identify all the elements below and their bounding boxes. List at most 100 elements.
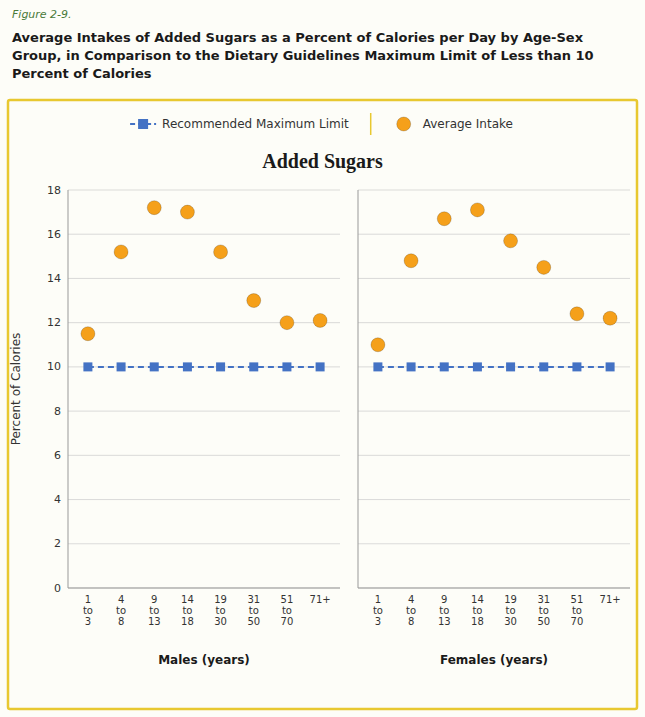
y-tick-label: 0 — [54, 582, 61, 595]
x-tick-label: 71+ — [310, 594, 331, 605]
x-axis-label: Females (years) — [440, 653, 548, 667]
limit-marker — [506, 362, 515, 371]
grid-line — [358, 455, 630, 456]
x-tick-label-line: 18 — [471, 616, 484, 627]
limit-marker — [373, 362, 382, 371]
x-tick-label-line: 70 — [281, 616, 294, 627]
grid-line — [68, 411, 340, 412]
intake-point — [81, 327, 95, 341]
panel: 024681012141618Percent of Calories1to34t… — [9, 184, 340, 668]
x-tick-label-line: 9 — [151, 594, 157, 605]
intake-point — [114, 245, 128, 259]
limit-marker — [606, 362, 615, 371]
intake-point — [537, 260, 551, 274]
y-axis-label: Percent of Calories — [9, 333, 23, 446]
x-tick-label: 71+ — [600, 594, 621, 605]
x-tick-label-line: 13 — [148, 616, 161, 627]
legend-item: Recommended Maximum Limit — [130, 117, 349, 131]
intake-point — [214, 245, 228, 259]
limit-marker — [83, 362, 92, 371]
x-axis-line — [68, 588, 340, 589]
x-tick-label-line: to — [282, 605, 292, 616]
x-tick-label: 31to50 — [247, 594, 260, 627]
x-tick-label-line: 1 — [85, 594, 91, 605]
x-tick-label-line: 18 — [181, 616, 194, 627]
x-tick-label-line: 50 — [247, 616, 260, 627]
y-tick-label: 18 — [47, 184, 61, 197]
title-line: Percent of Calories — [12, 66, 152, 81]
y-tick-label: 8 — [54, 405, 61, 418]
x-tick-label-line: to — [216, 605, 226, 616]
title-line: Group, in Comparison to the Dietary Guid… — [12, 48, 594, 63]
figure-label: Figure 2-9. — [12, 8, 72, 21]
intake-point — [437, 212, 451, 226]
x-tick-label-line: 4 — [408, 594, 414, 605]
y-tick-label: 12 — [47, 316, 61, 329]
x-tick-label-line: 71+ — [600, 594, 621, 605]
x-tick-label: 1to3 — [83, 594, 93, 627]
intake-point — [147, 201, 161, 215]
limit-marker — [150, 362, 159, 371]
x-axis-label: Males (years) — [158, 653, 250, 667]
x-tick-label-line: 31 — [247, 594, 260, 605]
title-line: Average Intakes of Added Sugars as a Per… — [12, 30, 584, 45]
grid-line — [358, 322, 630, 323]
grid-line — [358, 588, 630, 589]
limit-marker — [440, 362, 449, 371]
grid-line — [358, 543, 630, 544]
y-tick-label: 2 — [54, 537, 61, 550]
x-tick-label-line: 19 — [214, 594, 227, 605]
legend-item: Average Intake — [397, 117, 513, 131]
grid-line — [358, 234, 630, 235]
x-tick-label-line: to — [83, 605, 93, 616]
x-tick-label-line: 3 — [85, 616, 91, 627]
x-tick-label-line: 3 — [375, 616, 381, 627]
x-tick-label: 14to18 — [181, 594, 194, 627]
limit-marker — [183, 362, 192, 371]
grid-line — [358, 190, 630, 191]
x-tick-label-line: to — [249, 605, 259, 616]
x-tick-label: 4to8 — [116, 594, 126, 627]
grid-line — [68, 543, 340, 544]
intake-point — [470, 203, 484, 217]
grid-line — [358, 411, 630, 412]
y-tick-label: 16 — [47, 228, 61, 241]
grid-line — [68, 366, 340, 367]
x-tick-label-line: 30 — [504, 616, 517, 627]
grid-line — [68, 455, 340, 456]
intake-point — [504, 234, 518, 248]
grid-line — [358, 499, 630, 500]
x-tick-label-line: 8 — [118, 616, 124, 627]
x-tick-label-line: to — [539, 605, 549, 616]
x-tick-label-line: to — [439, 605, 449, 616]
y-tick-label: 4 — [54, 493, 61, 506]
intake-point — [570, 307, 584, 321]
x-tick-label: 9to13 — [438, 594, 451, 627]
x-tick-label-line: 31 — [537, 594, 550, 605]
x-tick-label-line: 30 — [214, 616, 227, 627]
x-tick-label-line: to — [406, 605, 416, 616]
x-tick-label-line: 14 — [181, 594, 194, 605]
x-tick-label-line: 8 — [408, 616, 414, 627]
x-tick-label-line: 4 — [118, 594, 124, 605]
legend: Recommended Maximum Limit Average Intake — [130, 113, 513, 135]
title: Average Intakes of Added Sugars as a Per… — [12, 30, 594, 81]
legend-label: Recommended Maximum Limit — [162, 117, 349, 131]
legend-swatch — [397, 117, 411, 131]
intake-point — [247, 294, 261, 308]
grid-line — [68, 278, 340, 279]
x-tick-label-line: to — [149, 605, 159, 616]
y-tick-label: 14 — [47, 272, 61, 285]
panel: 1to34to89to1314to1819to3031to5051to7071+… — [358, 190, 630, 667]
limit-marker — [407, 362, 416, 371]
marks — [81, 201, 327, 372]
grid-line — [68, 588, 340, 589]
y-axis-line — [358, 190, 359, 588]
limit-marker — [282, 362, 291, 371]
x-tick-label: 1to3 — [373, 594, 383, 627]
y-axis-line — [68, 190, 69, 588]
x-tick-label-line: 51 — [281, 594, 294, 605]
x-tick-label-line: 9 — [441, 594, 447, 605]
x-tick-label-line: to — [506, 605, 516, 616]
grid-line — [358, 278, 630, 279]
